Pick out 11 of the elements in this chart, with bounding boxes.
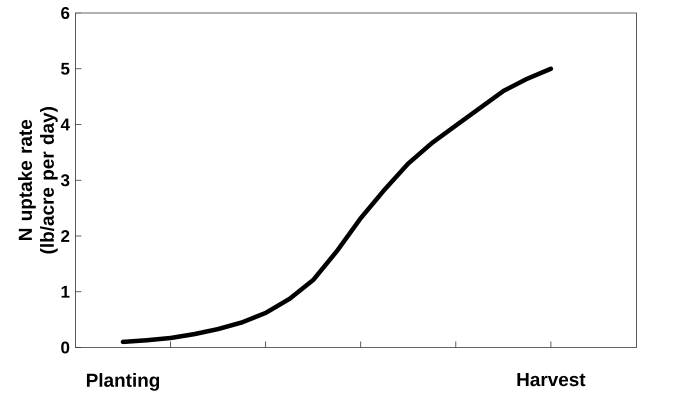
y-tick-label: 2 [61,230,70,242]
y-tick-label: 5 [61,62,70,75]
line-series [120,66,554,344]
y-tick-label: 3 [60,174,70,186]
y-tick-label: 6 [61,7,70,19]
y-tick-label: 4 [60,118,70,130]
y-tick-label: 0 [61,342,70,354]
y-axis-title: N uptake rate (lb/acre per day) [18,107,58,254]
x-tick-label: Harvest [517,373,586,386]
x-tick-label: Planting [86,373,160,391]
y-tick-label: 1 [62,286,70,298]
